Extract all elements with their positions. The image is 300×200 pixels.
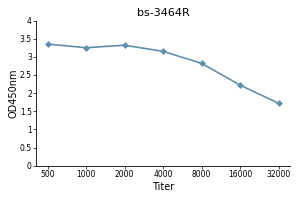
X-axis label: Titer: Titer <box>152 182 174 192</box>
Title: bs-3464R: bs-3464R <box>137 8 189 18</box>
Y-axis label: OD450nm: OD450nm <box>8 68 18 118</box>
